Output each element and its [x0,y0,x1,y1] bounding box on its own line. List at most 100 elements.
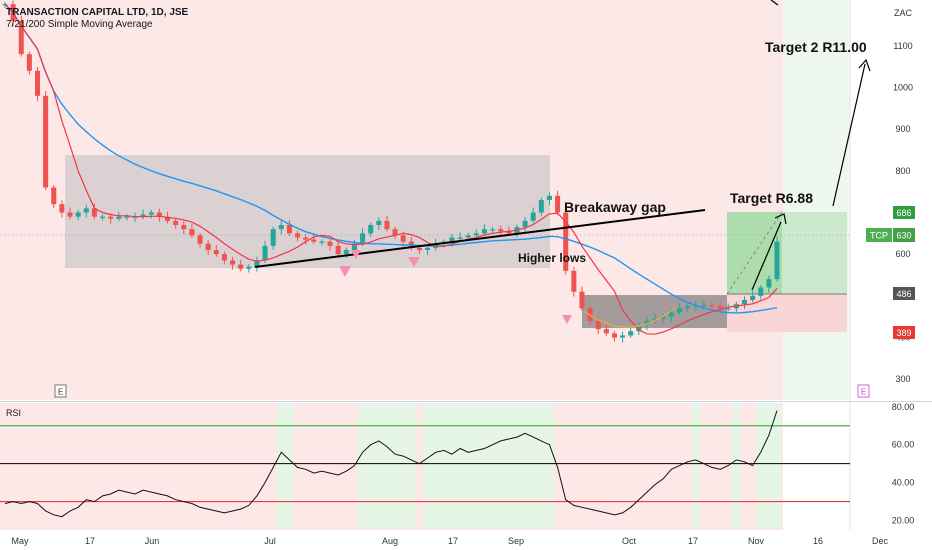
candle-body [774,241,780,280]
candle-body [530,212,536,221]
candle-body [51,187,57,205]
candle-body [18,20,24,55]
y-tick-label: 600 [895,249,910,259]
badge-last-text: 630 [896,231,911,241]
candle-body [425,247,431,250]
cup-arc [583,306,677,328]
x-tick-label: Jun [145,536,160,546]
candle-body [758,287,764,296]
badge-entry [893,287,915,300]
rsi-line [4,410,778,518]
candle-body [327,241,333,246]
candle-body [750,295,756,300]
candle-body [108,216,114,219]
candle-body [140,214,146,217]
corner-stroke [770,0,779,6]
badge-target [893,206,915,219]
candle-body [67,212,73,217]
candle-body [522,220,528,228]
rsi-highlight [447,403,457,528]
badge-stop [893,326,915,339]
rsi-highlight [431,403,440,528]
candle-body [270,229,276,246]
target2-arrow [832,63,866,207]
y-tick-label: 1000 [893,83,913,93]
candle-body [83,208,89,213]
rsi-highlight [277,403,286,528]
candle-body [197,235,203,244]
rsi-label: RSI [6,408,21,418]
rsi-highlight [764,403,773,528]
candle-body [319,241,325,243]
rsi-highlight [545,403,554,528]
candle-body [343,250,349,255]
candle-body [473,233,479,236]
candle-body [26,54,32,71]
candle-body [676,308,683,313]
candle-body [685,306,691,309]
chart-title: TRANSACTION CAPITAL LTD, 1D, JSE [6,7,189,18]
annotation-target-2: Target 2 R11.00 [765,39,867,55]
x-tick-label: Sep [508,536,524,546]
candle-body [91,208,97,217]
rsi-highlight [382,403,391,528]
badge-target-text: 686 [896,208,911,218]
y-tick-label: 1100 [893,41,912,51]
candle-body [181,225,187,230]
rsi-highlight [399,403,408,528]
candle-body [173,220,179,225]
annotation-breakaway-gap: Breakaway gap [564,199,666,215]
rsi-tick-label: 60.00 [892,440,915,450]
candle-body [725,308,731,310]
target-dashed [726,211,783,295]
candle-body [481,229,487,234]
candle-body [628,331,634,336]
candle-body [376,220,382,225]
rsi-highlight [529,403,538,528]
candle-body [311,239,317,242]
candle-body [660,316,666,319]
candle-body [449,237,455,242]
rsi-highlight [366,403,375,528]
candle-body [384,220,390,230]
y-tick-label: 800 [895,166,910,176]
candle-body [741,300,748,305]
rsi-highlight [512,403,522,528]
candle-body [99,216,106,218]
target-arrow-head [774,213,787,225]
badge-entry-text: 486 [896,289,911,299]
candle-body [230,260,236,265]
candle-body [221,254,227,261]
candle-body [595,320,601,330]
candle-body [644,320,650,325]
candle-body [278,225,284,230]
badge-stop-text: 389 [896,328,911,338]
candle-body [34,70,41,96]
candle-body [538,200,544,213]
candle-body [636,325,642,332]
candle-body [506,231,512,234]
rsi-tick-label: 20.00 [892,516,915,526]
candle-body [286,225,292,234]
annotation-higher-lows: Higher lows [518,251,586,265]
annotation-target-1: Target R6.88 [730,190,813,206]
x-tick-label: 16 [813,536,823,546]
low-marker [408,257,420,267]
candle-body [238,264,244,269]
candle-body [766,279,772,288]
candle-body [213,250,219,255]
candle-body [571,270,577,292]
candle-body [392,229,398,236]
rsi-highlight [472,403,481,528]
earnings-marker[interactable] [857,384,870,398]
rsi-highlight [456,403,465,528]
low-marker [339,266,351,277]
candle-body [156,212,162,217]
candle-body [457,237,463,239]
earnings-marker[interactable] [54,384,67,398]
rsi-highlight [423,403,432,528]
candle-body [165,216,171,221]
candle-body [351,243,357,250]
y-tick-label: 900 [895,124,910,134]
